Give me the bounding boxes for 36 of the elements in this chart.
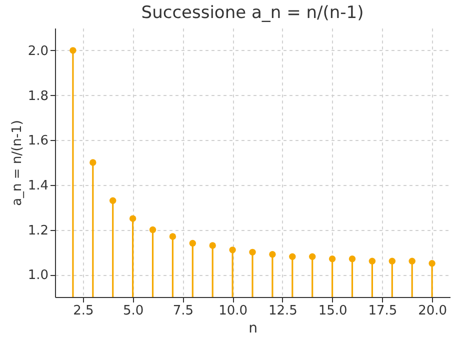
- point: [229, 246, 236, 254]
- x-tick-label: 7.5: [172, 304, 194, 318]
- point: [348, 256, 356, 262]
- y-tick-label: 1.4: [28, 178, 48, 194]
- point: [428, 260, 436, 267]
- point: [90, 159, 96, 166]
- point: [328, 256, 336, 262]
- point: [110, 197, 116, 204]
- point: [269, 251, 276, 258]
- point: [70, 47, 76, 54]
- y-axis-title: a_n = n/(n-1): [10, 120, 25, 206]
- chart-title: Successione a_n = n/(n-1): [141, 3, 364, 23]
- y-tick-label: 2.0: [28, 44, 48, 59]
- x-axis-title: n: [248, 320, 258, 336]
- point: [149, 226, 156, 234]
- point: [129, 215, 136, 222]
- x-tick-label: 2.5: [73, 304, 94, 318]
- point: [308, 253, 316, 260]
- point: [289, 253, 296, 260]
- point: [169, 233, 176, 240]
- point: [189, 240, 196, 247]
- point: [368, 258, 376, 264]
- point: [249, 248, 256, 256]
- y-tick-label: 1.0: [28, 268, 48, 284]
- y-tick-label: 1.2: [28, 223, 48, 238]
- x-tick-label: 17.5: [368, 304, 398, 318]
- x-tick-label: 20.0: [418, 304, 448, 318]
- x-tick-label: 15.0: [318, 304, 348, 318]
- point: [408, 258, 416, 264]
- point: [209, 242, 216, 249]
- x-tick-label: 10.0: [218, 304, 248, 318]
- point: [388, 258, 396, 264]
- y-tick-label: 1.8: [28, 88, 48, 104]
- y-tick-label: 1.6: [28, 134, 48, 149]
- x-tick-label: 5.0: [122, 304, 144, 318]
- x-tick-label: 12.5: [268, 304, 298, 318]
